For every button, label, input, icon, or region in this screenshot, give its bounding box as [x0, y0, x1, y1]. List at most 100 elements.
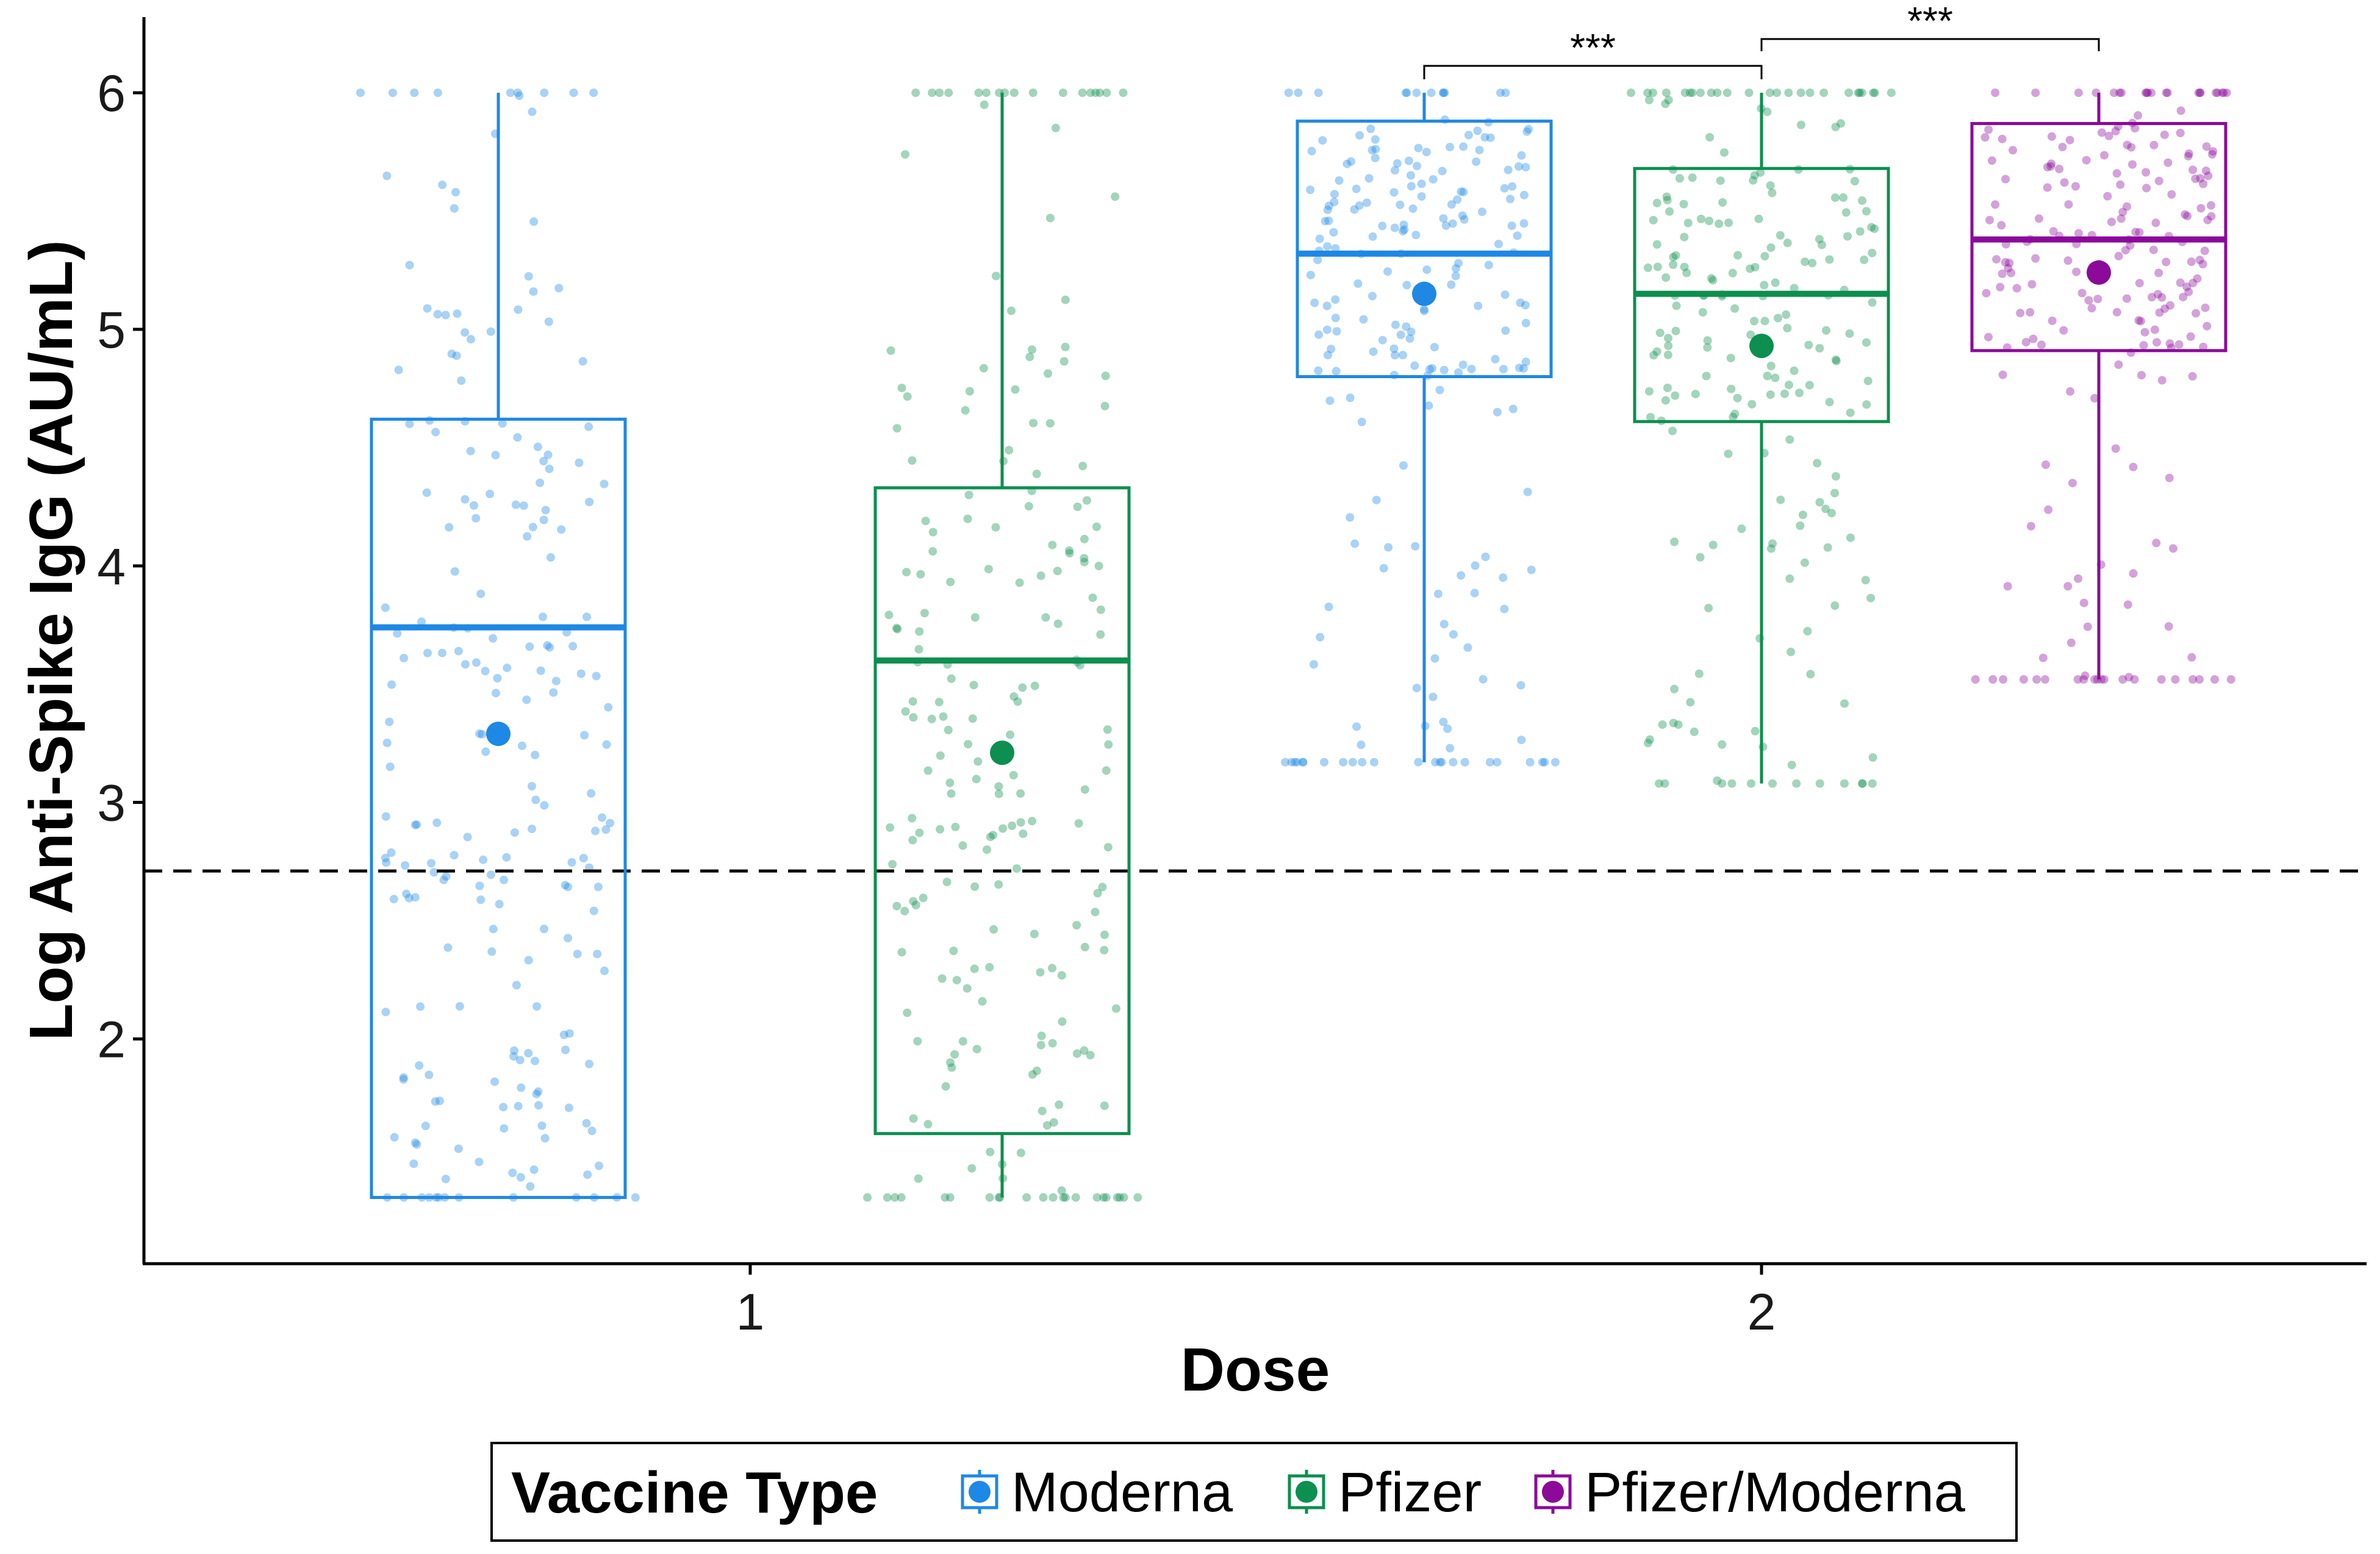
data-point [510, 1046, 518, 1055]
data-point [385, 717, 394, 726]
data-point [1646, 735, 1654, 744]
data-point [1858, 779, 1867, 788]
data-point [467, 335, 475, 344]
data-point [528, 825, 536, 834]
data-point [2074, 574, 2083, 583]
data-point [1407, 171, 1415, 180]
y-tick-label: 6 [97, 65, 126, 122]
data-point [2029, 334, 2038, 343]
data-point [412, 1140, 421, 1149]
data-point [2003, 582, 2012, 591]
data-point [1796, 521, 1805, 530]
data-point [1760, 317, 1769, 326]
data-point [2131, 227, 2140, 237]
data-point [1662, 192, 1671, 201]
data-point [1071, 1193, 1080, 1202]
data-point [1817, 240, 1826, 249]
data-point [1016, 818, 1025, 827]
data-point [1690, 727, 1699, 736]
data-point [1400, 225, 1409, 234]
data-point [540, 88, 549, 98]
data-point [2055, 165, 2064, 173]
mean-marker [486, 722, 511, 747]
data-point [1474, 301, 1483, 310]
data-point [433, 88, 442, 98]
data-point [511, 500, 520, 509]
data-point [1991, 200, 2000, 209]
data-point [591, 826, 600, 836]
data-point [2049, 227, 2058, 236]
data-point [540, 801, 549, 810]
data-point [443, 943, 453, 952]
data-point [382, 858, 391, 867]
data-point [985, 1193, 994, 1202]
data-point [2019, 675, 2028, 684]
data-point [1407, 328, 1416, 337]
data-point [492, 689, 500, 698]
data-point [1516, 298, 1525, 307]
data-point [1862, 338, 1871, 347]
data-point [387, 848, 396, 857]
data-point [1096, 630, 1105, 639]
data-point [915, 828, 924, 837]
data-point [416, 1002, 425, 1011]
data-point [1401, 88, 1410, 98]
data-point [2167, 190, 2176, 199]
data-point [1096, 605, 1105, 614]
data-point [1501, 88, 1510, 98]
data-point [1683, 218, 1693, 227]
data-point [2026, 521, 2035, 531]
data-point [1516, 681, 1525, 690]
data-point [1320, 757, 1328, 767]
data-point [1718, 740, 1727, 749]
data-point [1314, 330, 1324, 339]
data-point [952, 976, 961, 985]
data-point [1517, 151, 1526, 160]
data-point [1763, 107, 1772, 116]
data-point [1660, 779, 1669, 788]
data-point [1653, 262, 1662, 271]
data-point [1863, 376, 1873, 385]
data-point [2171, 675, 2180, 684]
data-point [1843, 232, 1852, 241]
data-point [1713, 776, 1722, 785]
data-point [515, 91, 524, 100]
data-point [1686, 88, 1694, 98]
data-point [1521, 301, 1530, 310]
data-point [1997, 221, 2006, 230]
data-point [2196, 88, 2205, 98]
data-point [554, 284, 564, 293]
data-point [2090, 394, 2099, 403]
data-point [2001, 174, 2010, 184]
data-point [2162, 257, 2171, 267]
data-point [1119, 88, 1128, 98]
data-point [950, 1050, 959, 1059]
data-point [1098, 883, 1107, 892]
data-point [1696, 215, 1705, 223]
data-point [1092, 522, 1101, 531]
data-point [1290, 757, 1299, 767]
data-point [1428, 175, 1438, 184]
data-point [2160, 131, 2169, 140]
data-point [2129, 569, 2138, 578]
data-point [963, 514, 972, 523]
data-point [2187, 653, 2196, 662]
data-point [1119, 1193, 1128, 1202]
data-point [1661, 273, 1671, 282]
data-point [471, 658, 481, 667]
data-point [1366, 124, 1375, 134]
boxplot-layer [370, 93, 2228, 1199]
data-point [1485, 757, 1494, 767]
data-point [481, 667, 490, 676]
legend-item-pfizer: Pfizer [1288, 1461, 1482, 1524]
data-point [389, 895, 398, 904]
data-point [1850, 177, 1859, 185]
data-point [914, 645, 923, 654]
data-point [2123, 202, 2131, 211]
data-point [479, 855, 488, 864]
data-point [1766, 544, 1776, 553]
data-point [1104, 740, 1113, 749]
data-point [946, 1058, 955, 1067]
data-point [578, 357, 587, 366]
data-point [439, 875, 448, 884]
